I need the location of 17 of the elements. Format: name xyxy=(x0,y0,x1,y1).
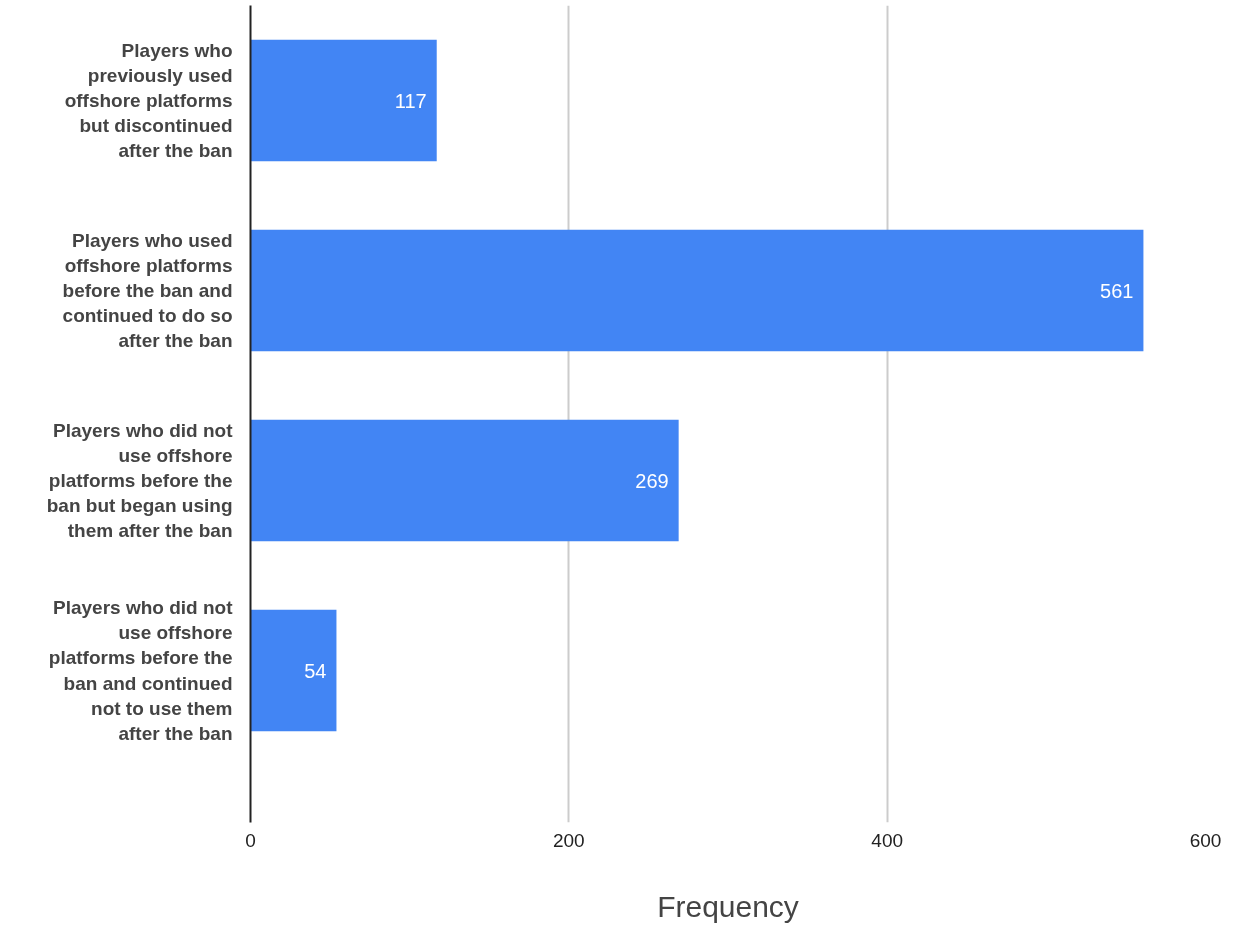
y-tick-label: Players who did not use offshore platforms before the ban and continued not to use them after the ban xyxy=(48,597,234,744)
data-label: 54 xyxy=(304,659,327,682)
y-tick-label: Players who used offshore platforms before the ban and continued to do so after the ban xyxy=(62,229,233,352)
bar xyxy=(250,609,337,732)
x-tick-label: 400 xyxy=(871,829,904,851)
x-tick-label: 0 xyxy=(245,829,256,851)
x-axis-title: Frequency xyxy=(657,889,799,923)
y-tick-label: Players who previously used offshore platforms but discontinued after the ban xyxy=(64,39,233,162)
bar xyxy=(250,419,679,542)
bar xyxy=(250,39,437,162)
y-tick-label: Players who did not use offshore platforms before the ban but began using them after the ban xyxy=(46,419,234,542)
data-label: 117 xyxy=(394,89,427,112)
data-label: 269 xyxy=(635,469,669,492)
x-tick-label: 600 xyxy=(1189,829,1222,851)
bar xyxy=(250,229,1144,352)
x-tick-label: 200 xyxy=(552,829,585,851)
data-label: 561 xyxy=(1100,279,1134,302)
